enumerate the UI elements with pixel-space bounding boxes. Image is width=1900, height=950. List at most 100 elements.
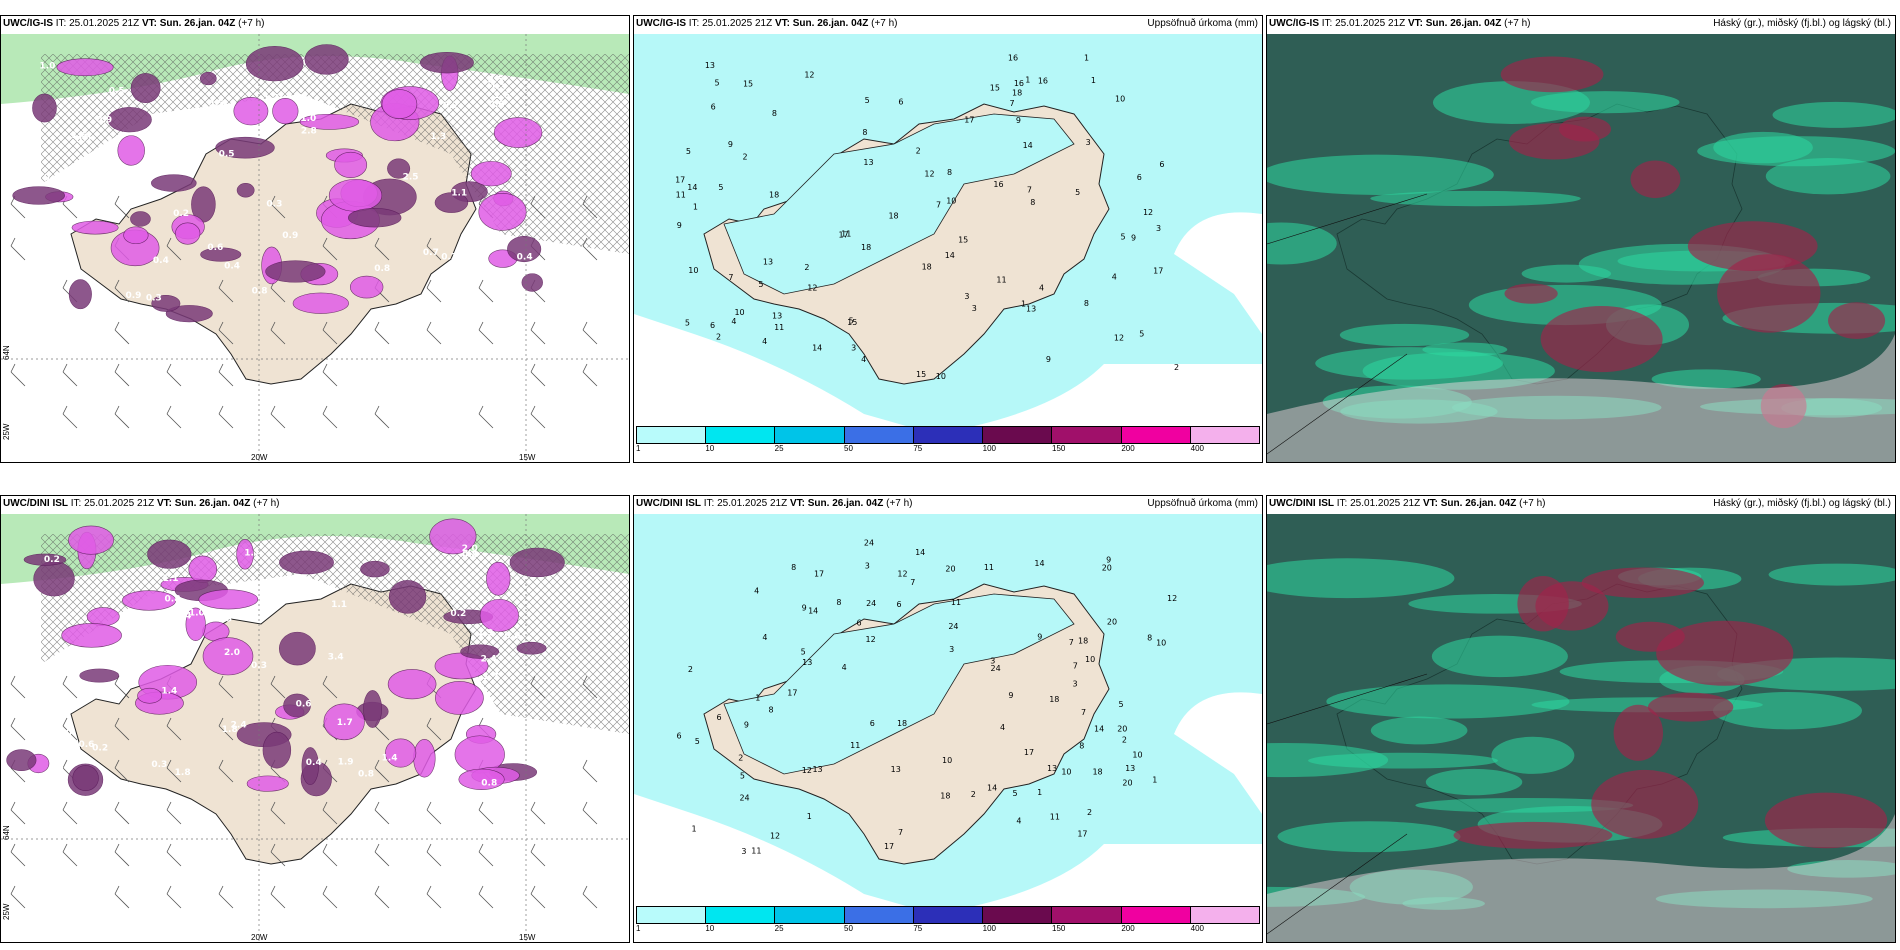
precip-value-label: 3 [851,343,856,352]
wind-barb [478,279,494,303]
wind-barb [114,759,130,783]
precip-value-label: 5 [740,772,745,781]
wind-barb [114,405,130,429]
precip-value-label: 4 [754,586,759,595]
wind-barb [218,885,234,909]
high-cloud-patch [1760,384,1807,429]
wind-barb [10,363,26,387]
snow-value-label: 0.7 [423,248,439,258]
wind-barb [530,801,546,825]
precip-value-label: 3 [1073,679,1078,688]
precip-value-label: 1 [755,693,760,702]
precip-value-label: 14 [987,783,997,792]
precip-value-label: 9 [728,140,733,149]
cloud-band [1431,635,1568,678]
snow-blob [79,668,120,683]
colorbar-tick-label: 50 [844,924,853,933]
cloud-band [1267,558,1455,599]
cloud-band [1712,692,1862,730]
snow-value-label: 0.5 [219,149,235,159]
snow-value-label: 0.4 [517,253,533,263]
colorbar-tick-label: 400 [1190,924,1205,933]
colorbar-swatch [913,907,984,923]
snow-blob [385,738,417,768]
precip-value-label: 10 [1085,655,1095,664]
cloud-band [1339,323,1470,347]
snow-blob [33,561,75,597]
wind-barb [478,843,494,867]
snow-value-label: 0.2 [44,555,60,565]
precip-value-label: 10 [1156,638,1166,647]
precip-value-label: 10 [1061,767,1071,776]
precip-value-label: 5 [718,183,723,192]
snow-map: 0.30.40.21.82.41.92.01.40.61.71.10.81.03… [1,514,629,942]
panel-snow-igis: UWC/IG-IS IT: 25.01.2025 21Z VT: Sun. 26… [0,15,630,463]
lon-label: 20W [251,933,268,942]
snow-blob [200,247,242,262]
snow-blob [304,44,349,75]
snow-map: 0.9 0.2 2.8 2.5 0.5 0.3 0.8 1.6 0.4 0.7 1.3 0.6 1.0 1… [1,34,629,462]
snow-blob [12,186,65,205]
snow-value-label: 0.3 [44,173,60,183]
precip-value-label: 2 [1087,808,1092,817]
snow-blob [32,93,57,123]
snow-blob [516,641,547,655]
cloud-band [1267,742,1389,778]
snow-value-label: 1.0 [39,62,55,72]
wind-barb [426,801,442,825]
colorbar-swatch [983,907,1053,923]
snow-value-label: 0.2 [76,136,92,146]
boundary-line [1267,193,1428,245]
high-cloud-patch [1453,821,1613,849]
panel-cloud-dini: UWC/DINI ISL IT: 25.01.2025 21Z VT: Sun.… [1266,495,1896,943]
wind-barb [114,801,130,825]
precip-value-label: 13 [891,765,901,774]
snow-value-label: 0.2 [173,209,189,219]
precip-value-label: 17 [1153,266,1163,275]
snow-value-label: 0.6 [122,176,138,186]
precip-value-label: 11 [841,230,851,239]
green-field [1,34,629,104]
snow-blob [478,193,527,231]
wind-barb [374,801,390,825]
snow-value-label: 3.4 [175,611,191,621]
precip-value-label: 4 [1016,817,1021,826]
precip-value-label: 9 [1037,633,1042,642]
wind-barb [530,195,546,219]
precip-value-label: 10 [734,308,744,317]
snow-value-label: 1.6 [135,189,151,199]
precip-value-label: 18 [897,719,907,728]
wind-barb [270,885,286,909]
precip-value-label: 7 [1073,662,1078,671]
precip-value-label: 12 [897,570,907,579]
snow-value-label: 2.0 [244,613,260,623]
boundary-line [1267,353,1408,455]
snow-value-label: 0.4 [462,550,478,560]
precip-value-label: 3 [990,656,995,665]
cloud-band [1787,860,1895,878]
precip-value-label: 10 [946,196,956,205]
cloud-band [1491,736,1575,774]
snow-value-label: 1.3 [263,94,279,104]
snow-blob [323,703,365,741]
colorbar-tick-label: 150 [1052,924,1066,933]
wind-barb [166,801,182,825]
wind-barb [478,405,494,429]
colorbar-tick-label: 10 [705,924,715,933]
snow-blob [122,590,177,611]
precip-value-label: 6 [1159,160,1164,169]
snow-blob [61,623,122,648]
precip-value-label: 17 [1077,830,1087,839]
precip-value-label: 17 [787,689,797,698]
colorbar-tick-label: 75 [913,924,923,933]
snow-value-label: 0.6 [505,632,521,642]
snow-blob [188,555,218,583]
precip-value-label: 2 [971,790,976,799]
precip-value-label: 5 [1075,188,1080,197]
snow-blob [165,305,213,323]
wind-barb [62,843,78,867]
snow-blob [420,51,474,74]
wind-barb [530,885,546,909]
wind-barb [322,675,338,699]
wind-barb [218,363,234,387]
